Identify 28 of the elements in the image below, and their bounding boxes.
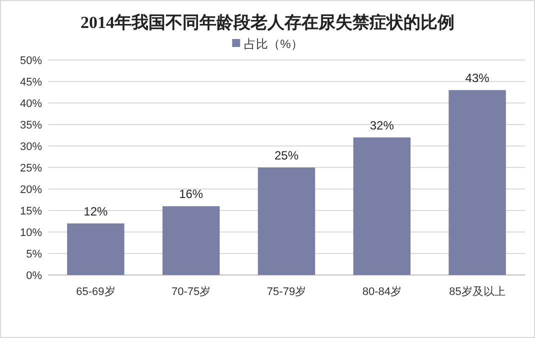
bar	[258, 168, 316, 275]
y-tick-label: 40%	[20, 98, 42, 110]
y-tick-label: 10%	[20, 227, 42, 239]
y-tick-label: 15%	[20, 206, 42, 218]
text: 25%	[274, 148, 299, 162]
x-tick-label: 65-69岁	[76, 286, 116, 298]
x-tick-label: 75-79岁	[266, 286, 306, 298]
y-tick-label: 50%	[20, 55, 42, 67]
legend-label: 占比（%）	[244, 37, 303, 51]
y-tick-label: 20%	[20, 184, 42, 196]
y-tick-label: 5%	[26, 248, 42, 260]
text: 43%	[465, 71, 490, 86]
text: 12%	[84, 204, 108, 218]
x-tick-label: 70-75岁	[172, 286, 211, 298]
y-tick-label: 30%	[20, 141, 42, 153]
bar	[67, 223, 124, 275]
y-tick-label: 45%	[20, 76, 42, 88]
y-tick-label: 25%	[20, 162, 42, 174]
text: 32%	[370, 118, 394, 132]
chart-title: 2014年我国不同年龄段老人存在尿失禁症状的比例	[80, 13, 454, 32]
bar	[448, 90, 506, 275]
x-tick-label: 85岁及以上	[449, 285, 506, 298]
bar	[353, 137, 411, 275]
bar	[162, 206, 220, 275]
text: 16%	[179, 187, 204, 202]
y-tick-label: 0%	[26, 270, 42, 282]
y-tick-label: 35%	[20, 120, 42, 132]
x-tick-label: 80-84岁	[362, 286, 402, 298]
